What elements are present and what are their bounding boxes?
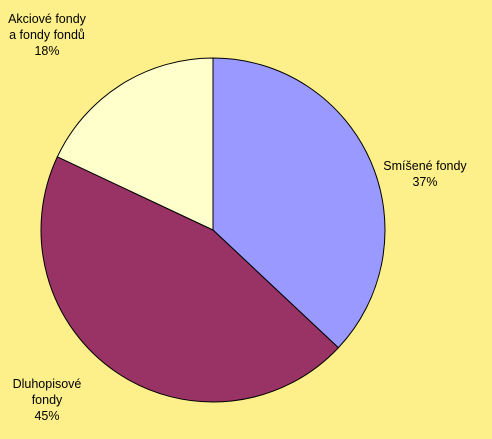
- slice-label-3: Akciové fondy a fondy fondů 18%: [8, 12, 87, 58]
- slice-name-line: fondy: [32, 393, 63, 407]
- pie-slice-1: [212, 57, 386, 349]
- pie-slices: [40, 57, 386, 403]
- slice-percent: 18%: [34, 44, 59, 58]
- slice-name-line: Smíšené fondy: [383, 159, 467, 173]
- slice-name-line: Dluhopisové: [13, 377, 82, 391]
- slice-percent: 45%: [34, 409, 59, 423]
- slice-name-line: a fondy fondů: [9, 28, 85, 42]
- slice-labels: Smíšené fondy 37% Dluhopisové fondy 45% Akcio…: [8, 12, 467, 423]
- slice-label-1: Smíšené fondy 37%: [383, 159, 467, 189]
- slice-name-line: Akciové fondy: [8, 12, 87, 26]
- pie-slice-2: [40, 156, 340, 403]
- slice-label-2: Dluhopisové fondy 45%: [13, 377, 82, 423]
- pie-slice-3: [56, 57, 214, 231]
- slice-percent: 37%: [412, 175, 437, 189]
